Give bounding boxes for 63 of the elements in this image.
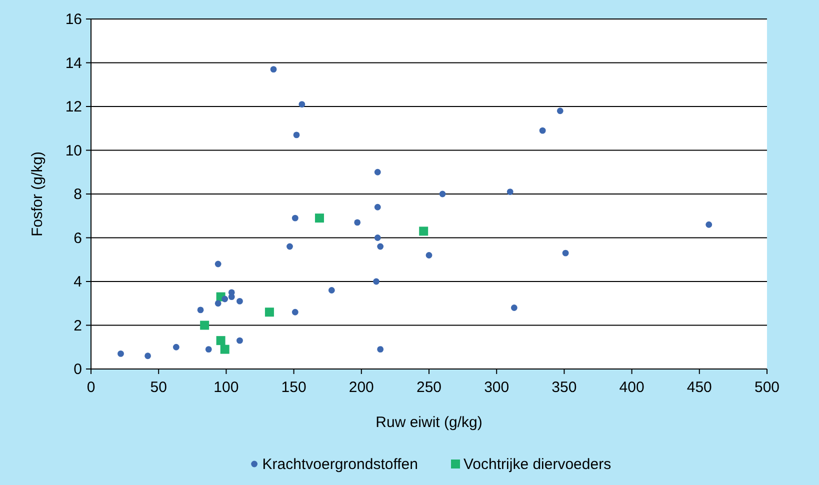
point (426, 252, 432, 258)
x-tick-label: 100 (214, 379, 239, 396)
point (220, 344, 230, 354)
point (236, 337, 243, 344)
point (197, 306, 204, 314)
point (292, 308, 298, 316)
x-tick-label: 350 (552, 379, 577, 396)
point (354, 219, 361, 226)
point (200, 320, 210, 330)
point (510, 304, 518, 311)
point (374, 234, 381, 241)
point (264, 308, 274, 317)
point (314, 214, 324, 223)
point (172, 344, 180, 350)
point (506, 188, 514, 196)
y-tick-label: 14 (65, 54, 82, 72)
y-tick-label: 0 (74, 361, 82, 378)
x-axis-title: Ruw eiwit (g/kg) (376, 414, 482, 431)
legend-label: Vochtrijke diervoeders (464, 456, 612, 473)
x-tick-label: 500 (754, 379, 780, 396)
point (374, 204, 381, 210)
point (270, 66, 277, 73)
y-tick-label: 6 (74, 230, 82, 247)
point (286, 243, 293, 250)
point (328, 287, 335, 294)
x-tick-label: 200 (348, 379, 374, 396)
x-tick-label: 150 (281, 379, 306, 396)
point (144, 352, 151, 360)
point (377, 346, 384, 353)
point (706, 221, 712, 228)
point (562, 250, 569, 256)
x-tick-label: 0 (86, 379, 96, 396)
legend-label: Krachtvoergrondstoffen (262, 456, 418, 473)
point (539, 127, 546, 134)
point (556, 108, 564, 114)
y-tick-label: 10 (65, 142, 82, 160)
x-tick-label: 400 (619, 379, 644, 396)
point (439, 190, 446, 198)
y-tick-label: 16 (65, 11, 82, 28)
point (118, 350, 124, 357)
point (214, 260, 222, 268)
x-tick-label: 300 (484, 379, 510, 396)
point (293, 132, 300, 138)
x-tick-label: 450 (686, 379, 712, 396)
point (214, 300, 222, 307)
point (205, 346, 212, 353)
y-tick-label: 12 (65, 98, 82, 116)
point (373, 278, 380, 285)
point (377, 243, 384, 250)
y-axis-title: Fosfor (g/kg) (29, 151, 46, 237)
y-tick-label: 8 (74, 186, 82, 203)
point (236, 298, 243, 304)
x-tick-label: 50 (150, 379, 167, 396)
point (216, 336, 226, 346)
point (222, 296, 228, 302)
point (298, 101, 306, 108)
point (228, 294, 235, 300)
point (374, 168, 381, 176)
y-tick-label: 2 (74, 317, 82, 334)
y-tick-label: 4 (74, 274, 82, 290)
point (419, 226, 428, 236)
point (292, 214, 298, 222)
x-tick-label: 250 (416, 379, 442, 396)
